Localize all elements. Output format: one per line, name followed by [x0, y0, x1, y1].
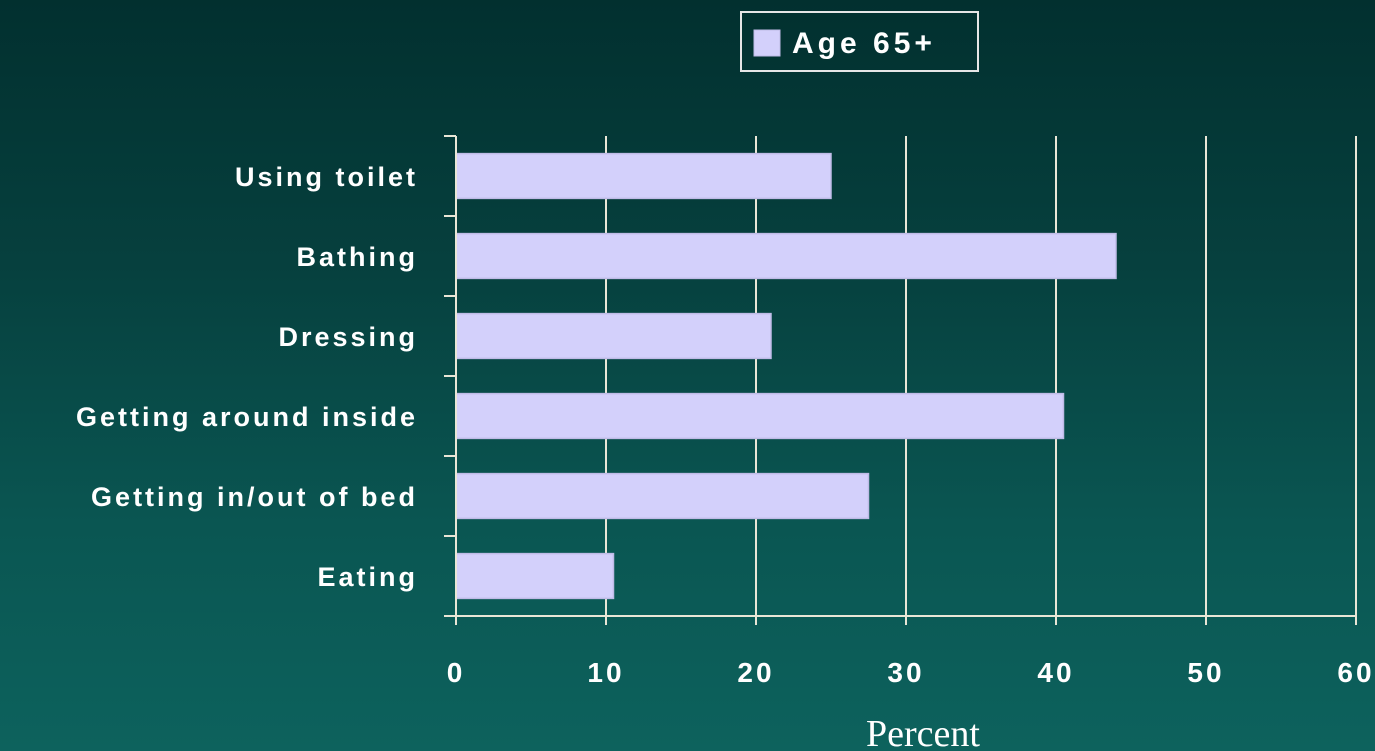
bar-dressing	[455, 312, 772, 360]
category-label: Getting in/out of bed	[91, 482, 418, 512]
bar-eating	[455, 552, 615, 600]
category-label: Getting around inside	[76, 402, 418, 432]
axes	[444, 135, 1357, 625]
category-label: Using toilet	[235, 162, 418, 192]
x-tick-label-50: 50	[1187, 657, 1224, 688]
bar-getting-in-out-of-bed	[455, 472, 870, 520]
x-tick-label-40: 40	[1037, 657, 1074, 688]
x-tick-label-60: 60	[1337, 657, 1374, 688]
x-tick-label-0: 0	[447, 657, 466, 688]
bar-using-toilet	[455, 152, 832, 200]
bars	[455, 152, 1117, 600]
x-tick-label-20: 20	[737, 657, 774, 688]
legend-label: Age 65+	[792, 27, 936, 60]
category-label: Dressing	[278, 322, 418, 352]
legend: Age 65+	[740, 11, 979, 72]
category-label: Bathing	[297, 242, 419, 272]
bar-getting-around-inside	[455, 392, 1065, 440]
labels: 0 10 20 30 40 50 60 Using toilet Bathing Dressing…	[76, 162, 1374, 688]
gridlines	[605, 136, 1357, 616]
x-axis-title: Percent	[866, 713, 980, 751]
category-label: Eating	[317, 562, 418, 592]
legend-swatch	[753, 29, 781, 57]
legend-box	[740, 11, 979, 72]
x-tick-label-30: 30	[887, 657, 924, 688]
x-tick-label-10: 10	[587, 657, 624, 688]
bar-bathing	[455, 232, 1117, 280]
